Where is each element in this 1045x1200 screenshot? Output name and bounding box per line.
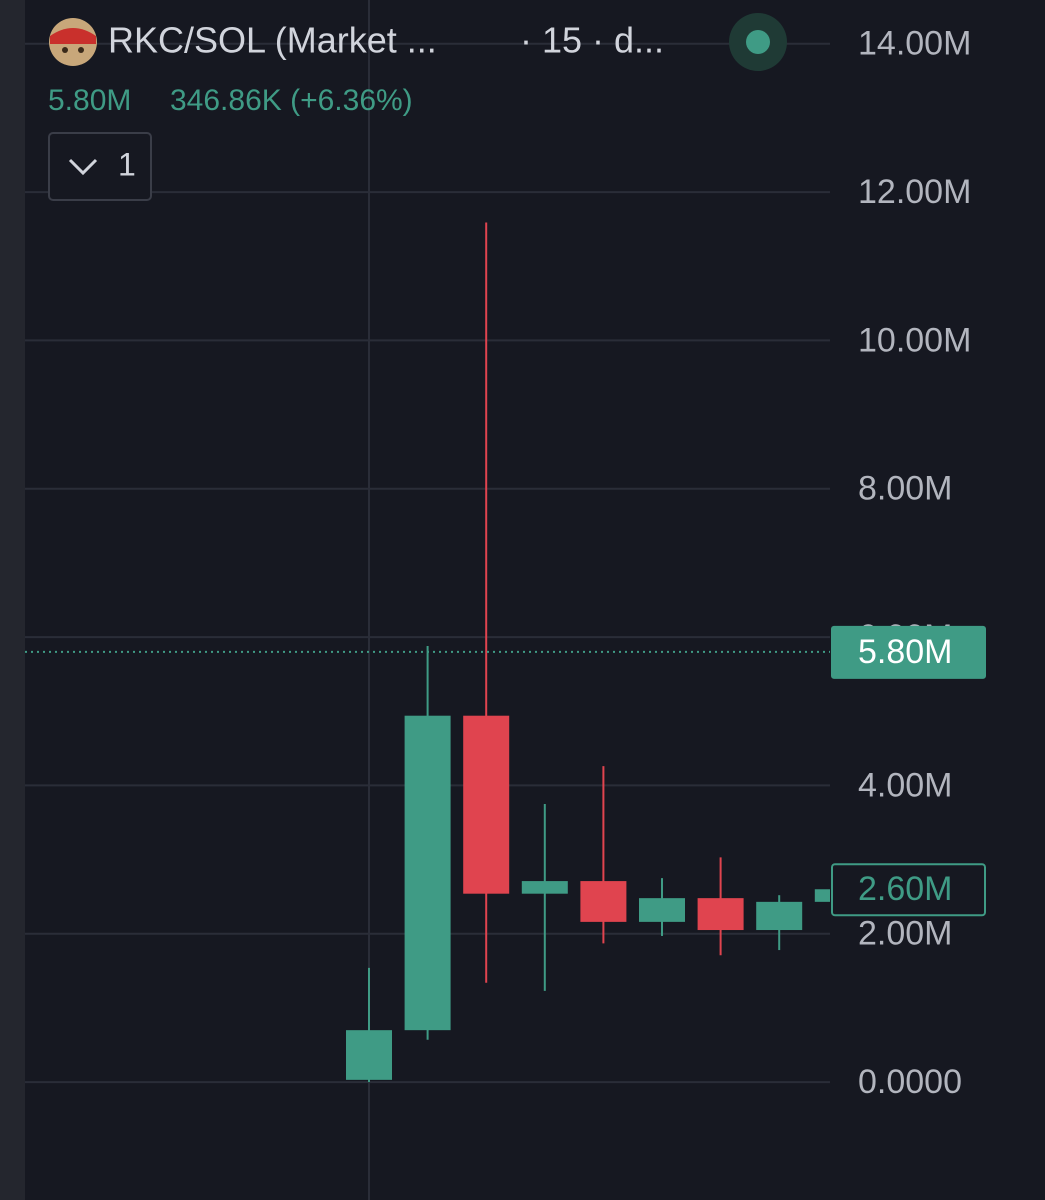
header-price: 5.80M [48,84,131,117]
token-icon-eye [62,47,68,53]
left-edge [0,0,25,1200]
y-axis: 0.00002.00M4.00M6.00M8.00M10.00M12.00M14… [25,25,986,1101]
status-dot [746,30,770,54]
token-icon-eye [78,47,84,53]
chevron [68,158,98,176]
candle-body [814,889,830,902]
y-tick-label: 4.00M [858,766,953,804]
y-tick-label: 12.00M [858,173,971,211]
candle-body [463,715,510,894]
header-change: 346.86K (+6.36%) [170,84,413,117]
candle-body [404,715,451,1031]
price-badge-label: 5.80M [858,633,953,671]
indicator-count: 1 [118,146,136,182]
y-tick-label: 0.0000 [858,1063,962,1101]
toggle-box[interactable] [48,132,152,201]
y-tick-label: 2.00M [858,915,953,953]
price-badge [831,863,986,917]
candles [346,222,830,1083]
indicator-toggle[interactable]: 1 [48,132,152,201]
price-badge [831,625,986,679]
y-tick-label: 8.00M [858,470,953,508]
candle-body [697,898,744,931]
candle-body [580,881,627,922]
chart-subtitle: · 15 · d... [520,20,664,61]
candle-body [639,898,685,922]
candle-body [521,881,568,894]
candle-body [756,901,803,931]
y-tick-label: 10.00M [858,321,971,359]
token-icon-band [50,28,96,44]
header: RKC/SOL (Market ... · 15 · d... 5.80M 34… [48,13,787,201]
y-tick-label: 14.00M [858,25,971,63]
candle-body [346,1030,392,1080]
chart-title: RKC/SOL (Market ... [108,20,437,61]
price-badge-label: 2.60M [858,870,953,908]
